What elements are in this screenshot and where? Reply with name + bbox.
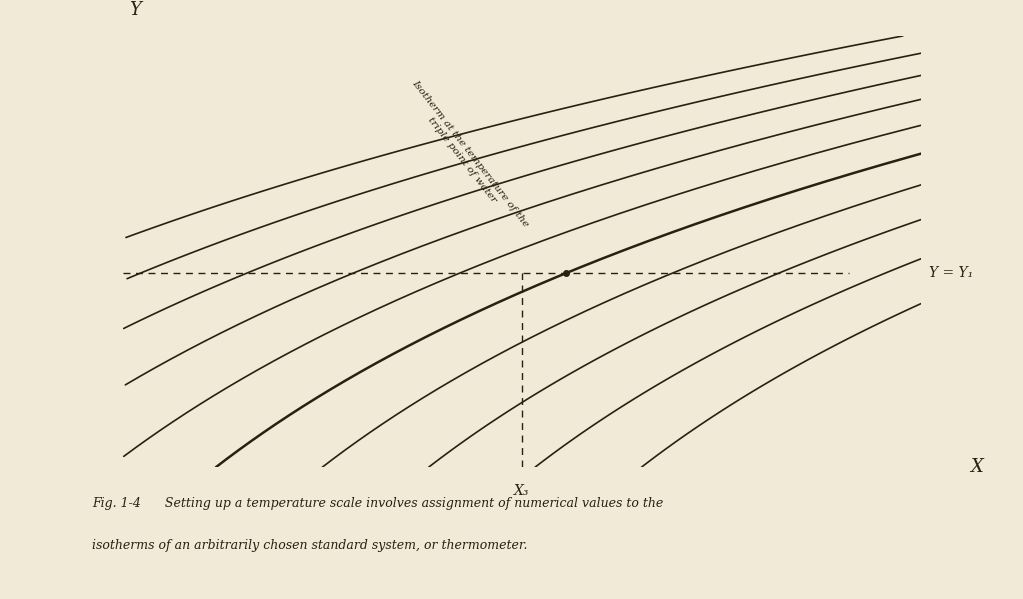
Text: isotherms of an arbitrarily chosen standard system, or thermometer.: isotherms of an arbitrarily chosen stand… bbox=[92, 539, 528, 552]
Text: Y = Y₁: Y = Y₁ bbox=[929, 266, 973, 280]
Text: X₃: X₃ bbox=[514, 485, 530, 498]
Text: Y: Y bbox=[129, 1, 141, 19]
Text: Fig. 1-4      Setting up a temperature scale involves assignment of numerical va: Fig. 1-4 Setting up a temperature scale … bbox=[92, 497, 663, 510]
Text: X: X bbox=[970, 458, 983, 476]
Text: Isotherm at the temperature of the
triple point of water: Isotherm at the temperature of the tripl… bbox=[402, 78, 530, 235]
